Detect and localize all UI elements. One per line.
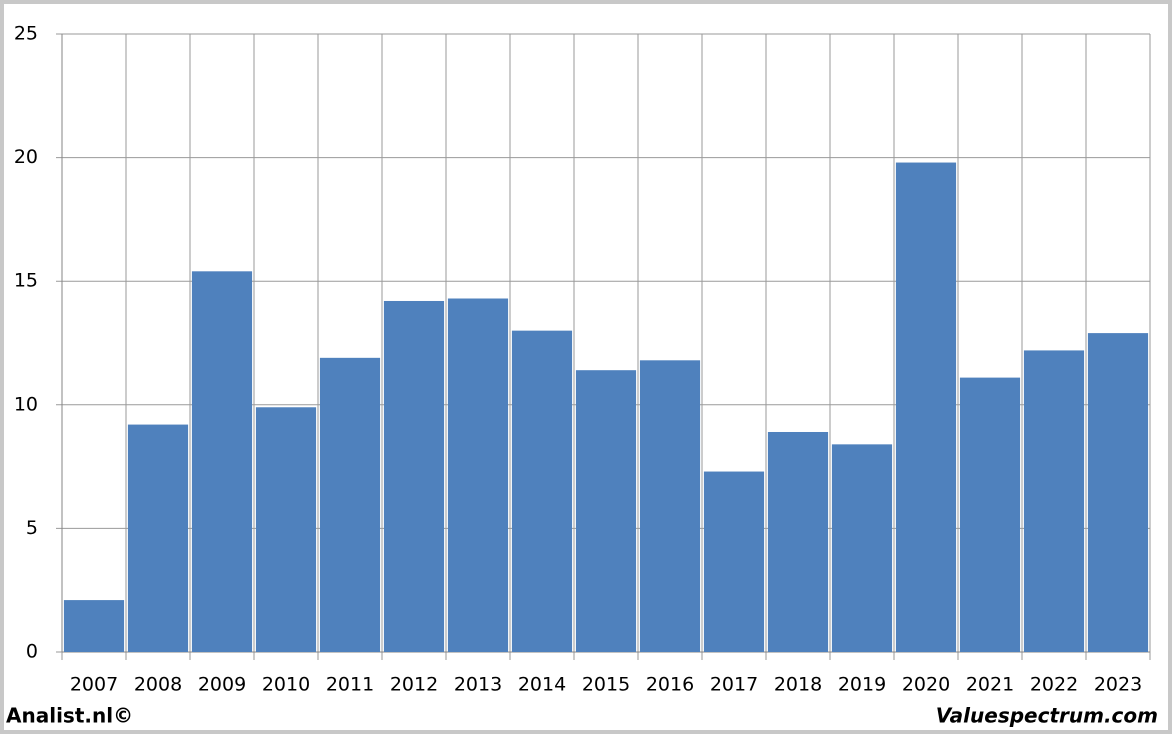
x-tick-label: 2008 [134,674,182,696]
x-tick-label: 2017 [710,674,758,696]
x-tick-label: 2012 [390,674,438,696]
x-tick-label: 2015 [582,674,630,696]
bar [895,162,957,652]
bar [447,298,509,652]
bar [63,600,125,652]
x-tick-label: 2020 [902,674,950,696]
bar [383,300,445,652]
bar [703,471,765,652]
x-tick-label: 2010 [262,674,310,696]
footer-right: Valuespectrum.com [936,704,1158,728]
y-tick-label: 25 [14,23,38,45]
x-tick-label: 2018 [774,674,822,696]
y-tick-label: 15 [14,270,38,292]
x-tick-label: 2009 [198,674,246,696]
bar [575,370,637,652]
x-tick-label: 2022 [1030,674,1078,696]
y-tick-label: 10 [14,393,38,415]
x-tick-label: 2021 [966,674,1014,696]
x-tick-label: 2016 [646,674,694,696]
bar [511,330,573,652]
bar [1023,350,1085,652]
x-tick-label: 2007 [70,674,118,696]
bar [1087,333,1149,652]
x-tick-label: 2023 [1094,674,1142,696]
bar [959,377,1021,652]
y-tick-label: 0 [26,641,38,663]
x-tick-label: 2011 [326,674,374,696]
bar [255,407,317,652]
bar [639,360,701,652]
footer-left: Analist.nl© [6,704,133,728]
bar [831,444,893,652]
bar [319,357,381,652]
y-tick-label: 5 [26,517,38,539]
y-tick-label: 20 [14,146,38,168]
x-tick-label: 2013 [454,674,502,696]
x-tick-label: 2019 [838,674,886,696]
bar [767,431,829,652]
x-tick-label: 2014 [518,674,566,696]
bar [127,424,189,652]
bar [191,271,253,652]
